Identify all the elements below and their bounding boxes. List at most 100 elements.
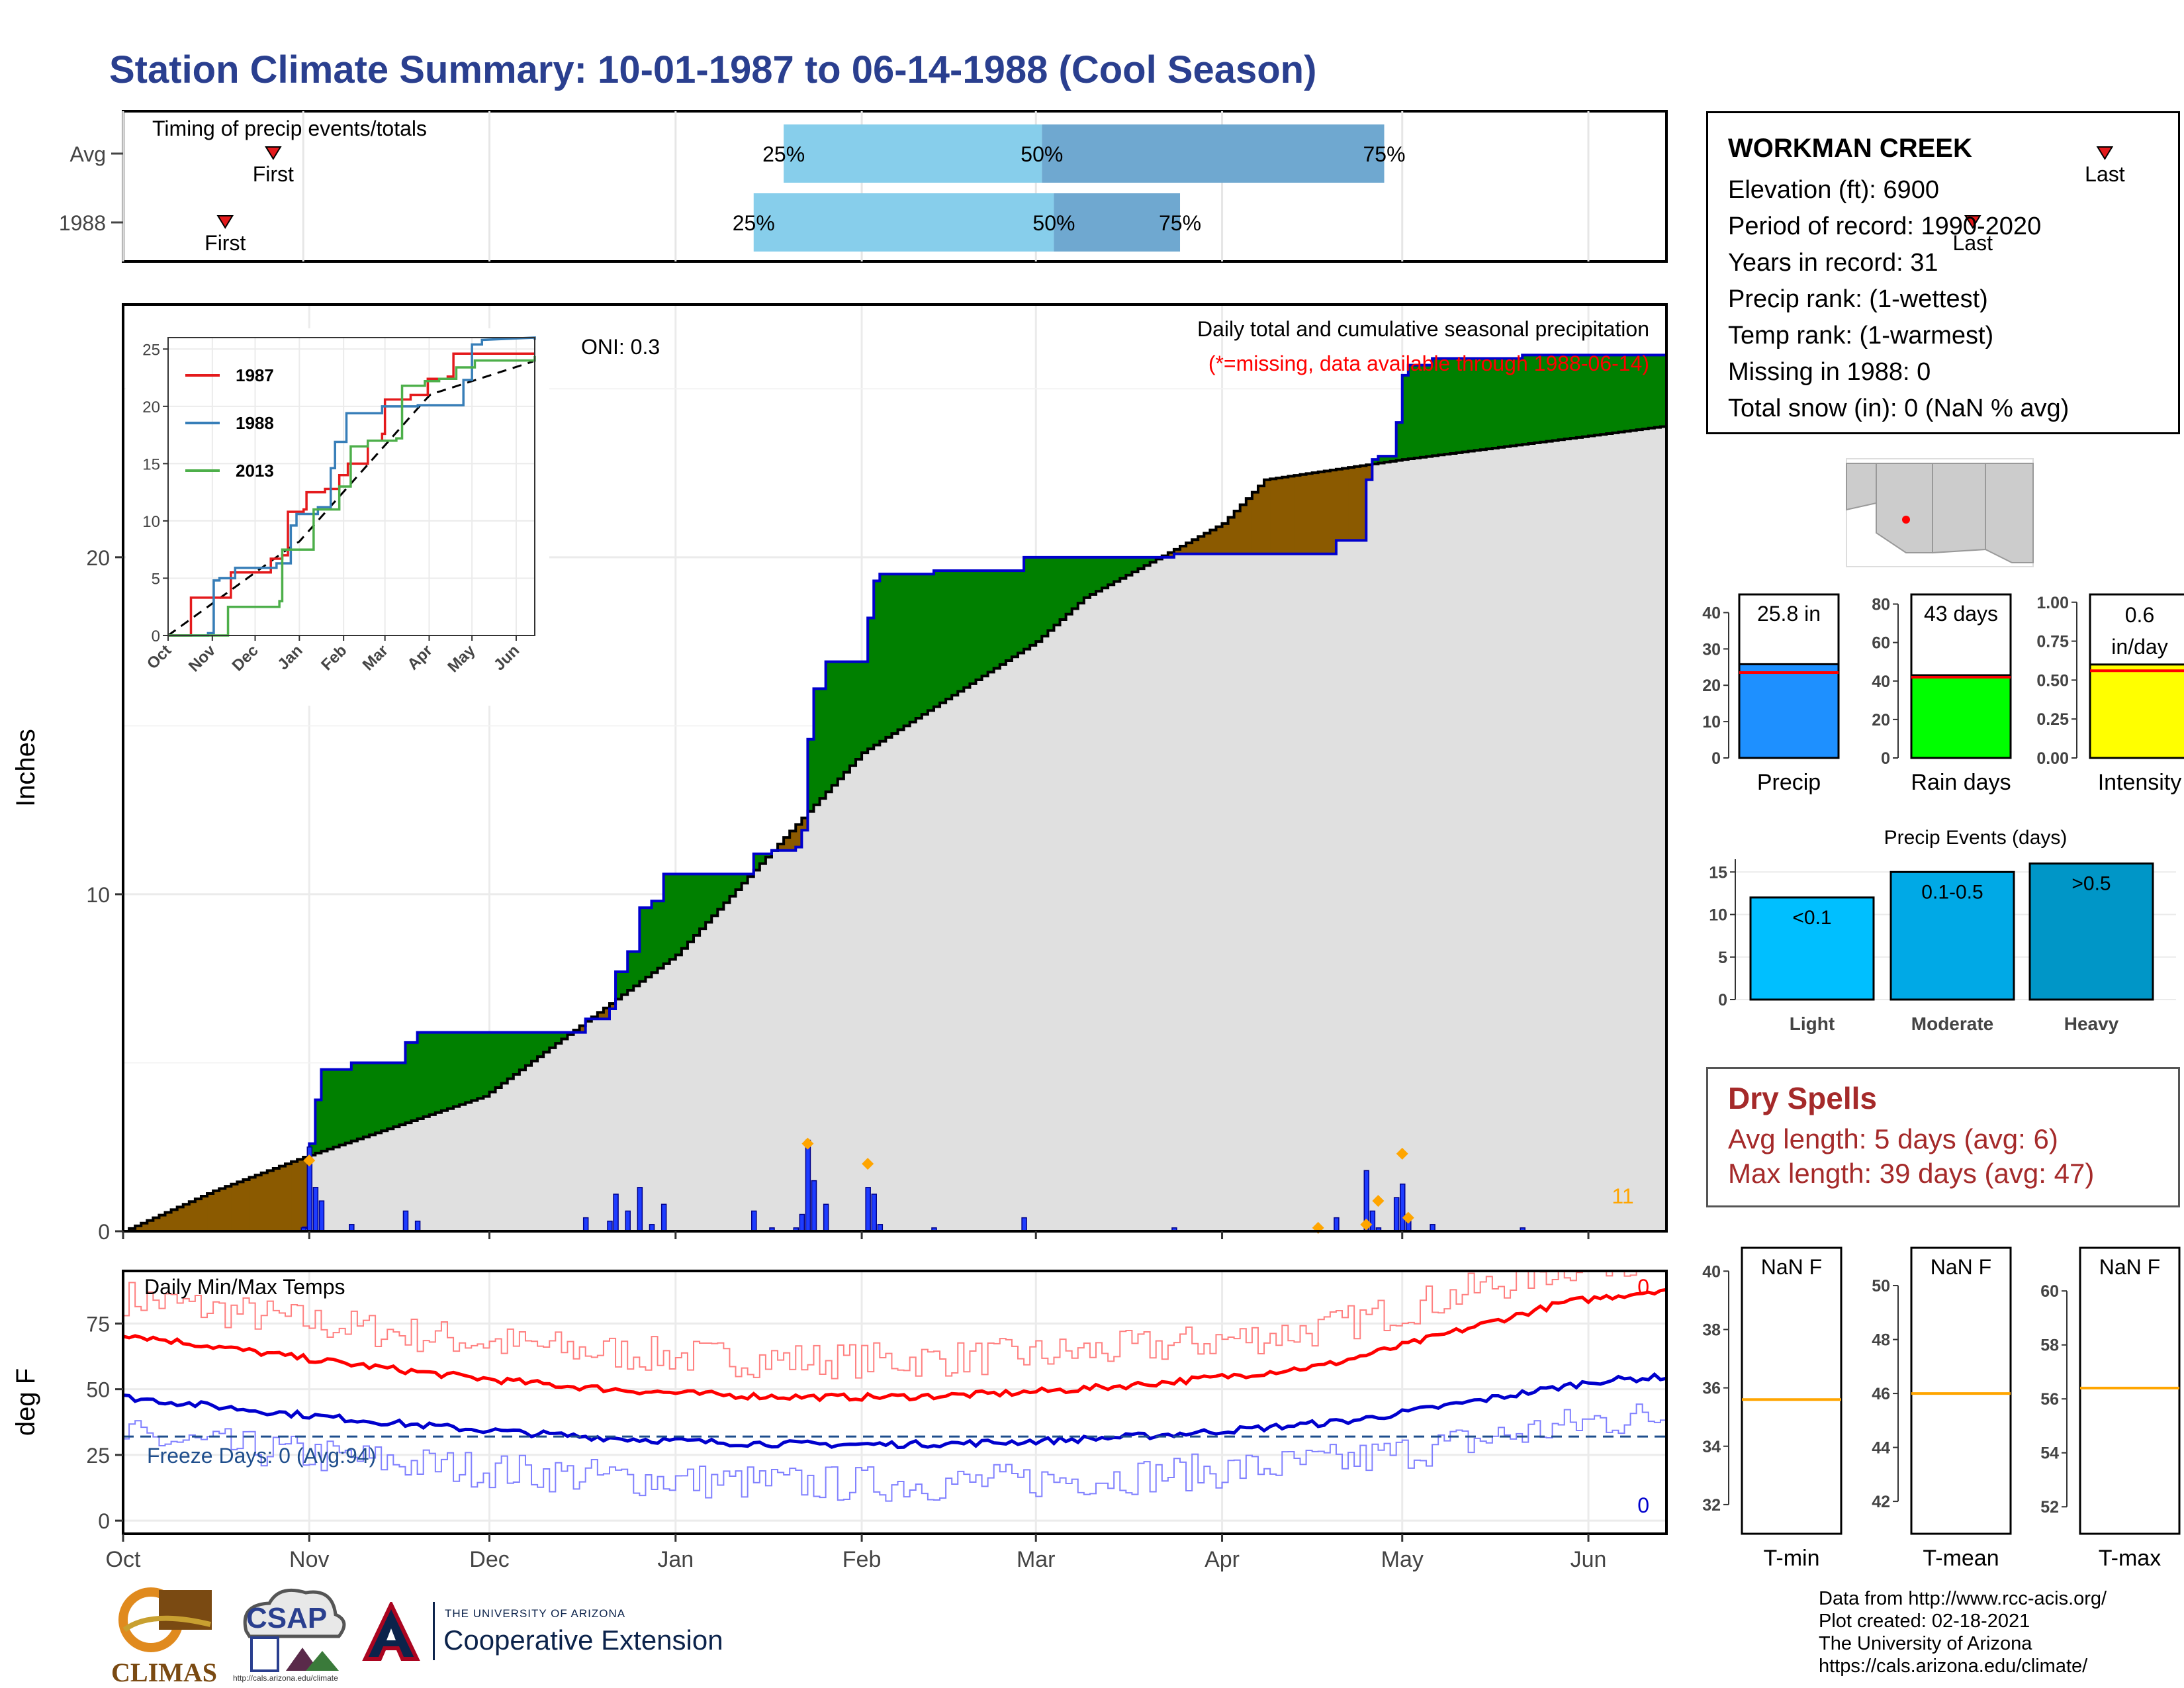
tmean-ytick-label: 50	[1872, 1277, 1890, 1295]
intensity-value-label: 0.6	[2125, 603, 2154, 627]
below-avg-area	[796, 824, 802, 847]
temp-ytick-label: 75	[86, 1312, 110, 1336]
above-avg-area	[1618, 355, 1625, 432]
heavy-day-marker	[1372, 1195, 1385, 1207]
above-avg-area	[862, 661, 868, 753]
last-marker	[1964, 215, 1981, 229]
above-avg-area	[369, 1062, 376, 1135]
above-avg-area	[1468, 358, 1475, 451]
above-avg-area	[880, 574, 886, 741]
above-avg-area	[1456, 358, 1463, 453]
intensity-ytick-label: 0.25	[2036, 710, 2069, 729]
above-avg-area	[1534, 355, 1541, 443]
above-avg-area	[645, 908, 653, 977]
above-avg-area	[1018, 571, 1024, 653]
below-avg-area	[1216, 526, 1223, 554]
climas-logo: CLIMAS	[111, 1583, 217, 1687]
below-avg-area	[1366, 465, 1373, 480]
inset-legend-label: 1988	[236, 413, 274, 433]
tmin-ytick-label: 36	[1702, 1380, 1721, 1398]
below-avg-area	[249, 1177, 256, 1231]
above-avg-area	[669, 874, 676, 960]
below-avg-area	[195, 1199, 202, 1231]
avg-max-line	[123, 1288, 1666, 1403]
above-avg-area	[309, 1143, 316, 1155]
timing-bar-50-75	[1042, 124, 1385, 183]
above-avg-area	[1126, 557, 1133, 575]
tmax-ytick-label: 60	[2040, 1282, 2059, 1301]
above-avg-area	[675, 874, 682, 955]
below-avg-area	[1234, 511, 1241, 554]
inset-ytick-label: 20	[142, 399, 160, 416]
inset-frame	[167, 337, 535, 636]
above-avg-area	[525, 1032, 532, 1066]
above-avg-area	[915, 574, 923, 718]
above-avg-area	[1390, 456, 1397, 461]
above-avg-area	[1426, 365, 1433, 457]
below-avg-area	[213, 1190, 220, 1231]
below-avg-area	[291, 1161, 298, 1231]
below-avg-area	[189, 1201, 196, 1231]
temp-xtick-label: Jun	[1570, 1547, 1607, 1572]
location-map	[1846, 458, 2034, 567]
last-label: Last	[1953, 231, 1993, 255]
timing-p50-label: 50%	[1021, 142, 1063, 166]
below-avg-area	[1348, 467, 1355, 541]
above-avg-area	[1630, 355, 1637, 431]
above-avg-area	[465, 1032, 472, 1103]
above-avg-area	[1582, 355, 1589, 437]
above-avg-area	[405, 1042, 412, 1123]
above-avg-area	[874, 581, 880, 745]
below-avg-area	[579, 1025, 586, 1033]
main-missing-note: (*=missing, data available through 1988-…	[1208, 352, 1649, 375]
below-avg-area	[1270, 479, 1277, 554]
above-avg-area	[1048, 557, 1055, 631]
main-ytick-label: 10	[86, 883, 110, 907]
timing-bar-25-50	[753, 193, 1054, 252]
below-avg-area	[609, 1004, 616, 1009]
above-avg-area	[1420, 365, 1427, 457]
below-avg-area	[1360, 465, 1367, 541]
below-avg-area	[141, 1223, 148, 1231]
temp-ytick-label: 0	[98, 1509, 110, 1533]
above-avg-area	[999, 571, 1007, 665]
above-avg-area	[1552, 355, 1559, 441]
ua-small-text: THE UNIVERSITY OF ARIZONA	[445, 1607, 626, 1620]
above-avg-area	[657, 901, 664, 968]
temp-ytick-label: 25	[86, 1444, 110, 1468]
above-avg-area	[627, 951, 634, 990]
rain-bar	[1910, 674, 2012, 759]
above-avg-area	[549, 1032, 556, 1048]
below-avg-area	[1318, 471, 1325, 554]
climas-logo-text: CLIMAS	[111, 1658, 218, 1687]
tmax-value-label: NaN F	[2099, 1255, 2160, 1279]
above-avg-area	[1089, 557, 1097, 595]
above-avg-area	[765, 853, 772, 857]
above-avg-area	[1114, 557, 1120, 582]
above-avg-area	[1600, 355, 1607, 435]
below-avg-area	[183, 1204, 190, 1231]
above-avg-area	[327, 1069, 334, 1149]
timing-row-label: Avg	[69, 142, 106, 166]
below-avg-area	[255, 1175, 262, 1231]
above-avg-area	[633, 951, 640, 986]
above-avg-area	[909, 574, 917, 722]
below-avg-area	[1324, 471, 1331, 554]
above-avg-area	[555, 1032, 562, 1044]
above-avg-area	[1480, 358, 1487, 450]
above-avg-area	[471, 1032, 478, 1101]
above-avg-area	[663, 874, 670, 964]
tmean-ytick-label: 44	[1872, 1439, 1890, 1458]
daily-precip-bar	[805, 1139, 811, 1232]
below-avg-area	[1312, 473, 1319, 554]
above-avg-area	[1030, 557, 1036, 645]
below-avg-area	[1330, 470, 1337, 554]
above-avg-area	[1654, 355, 1661, 428]
above-avg-area	[561, 1032, 569, 1039]
above-avg-area	[987, 571, 995, 673]
above-avg-area	[315, 1100, 322, 1153]
temp-xtick-label: Feb	[842, 1547, 882, 1572]
below-avg-area	[1294, 475, 1301, 554]
below-avg-area	[279, 1166, 286, 1231]
above-avg-area	[1066, 557, 1073, 614]
